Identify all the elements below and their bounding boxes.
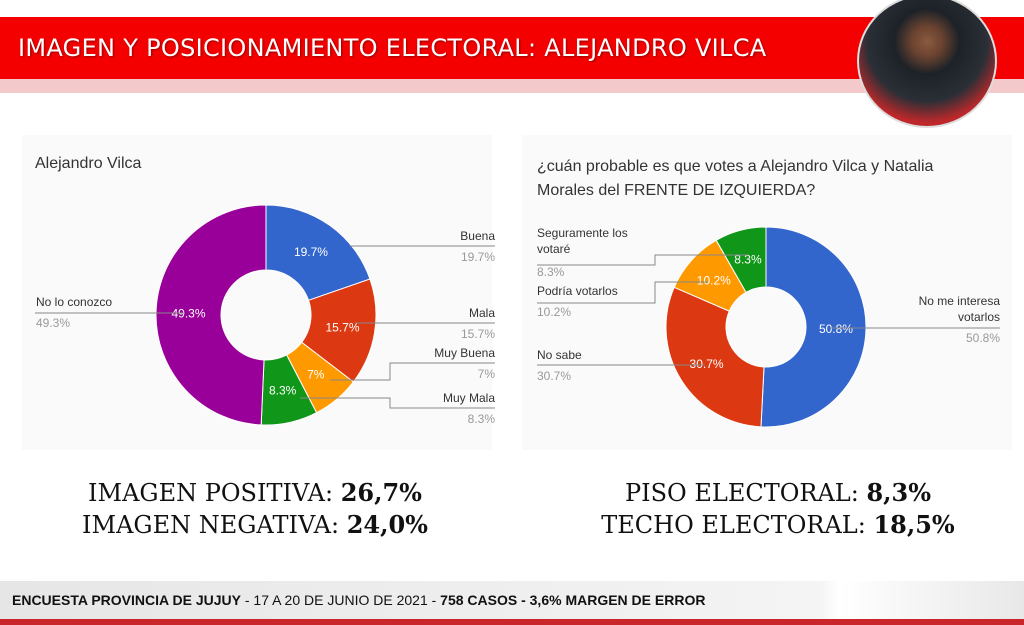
- page-title: IMAGEN Y POSICIONAMIENTO ELECTORAL: ALEJ…: [18, 34, 767, 62]
- header-underline: [0, 79, 1024, 93]
- footer: [0, 581, 1024, 619]
- legend-podria: Podría votarlos 10.2%: [537, 284, 618, 319]
- slice-label: 8.3%: [734, 252, 762, 266]
- legend-buena: Buena 19.7%: [460, 229, 495, 264]
- donut-right: 50.8% 30.7% 10.2%8.3%: [665, 226, 867, 428]
- footer-bar: [0, 619, 1024, 625]
- piso-electoral: PISO ELECTORAL: 8,3%: [624, 478, 932, 507]
- legend-muy-buena: Muy Buena 7%: [434, 346, 495, 381]
- slice-seguramente-los-votar-: [715, 226, 767, 293]
- slice-label: 7%: [307, 367, 325, 381]
- legend-mala: Mala 15.7%: [460, 306, 495, 341]
- slice-no-me-interesa-votarlos: [760, 226, 867, 428]
- slice-label: 15.7%: [325, 320, 359, 334]
- legend-no-me-interesa: No me interesa votarlos 50.8%: [918, 294, 1000, 345]
- donut-left: 19.7% 15.7% 7% 8.3% 49.3%: [155, 204, 377, 426]
- slice-label: 49.3%: [172, 306, 206, 320]
- slice-label: 19.7%: [294, 245, 328, 259]
- slice-label: 8.3%: [269, 384, 297, 398]
- slice-label: 30.7%: [690, 357, 724, 371]
- candidate-photo: [857, 0, 997, 128]
- legend-seguramente: Seguramente los votaré 8.3%: [537, 226, 628, 279]
- legend-muy-mala: Muy Mala 8.3%: [442, 391, 495, 426]
- slice-no-lo-conozco: [155, 204, 267, 426]
- legend-no-sabe: No sabe 30.7%: [537, 348, 582, 383]
- leader-lines: [35, 245, 1000, 409]
- slice-buena: [265, 204, 371, 301]
- chart-title-right: ¿cuán probable es que votes a Alejandro …: [537, 158, 934, 199]
- legend-no-lo-conozco: No lo conozco 49.3%: [36, 295, 113, 330]
- slice-label: 10.2%: [697, 273, 731, 287]
- techo-electoral: TECHO ELECTORAL: 18,5%: [601, 510, 955, 539]
- footer-text: ENCUESTA PROVINCIA DE JUJUY - 17 A 20 DE…: [12, 592, 706, 608]
- imagen-negativa: IMAGEN NEGATIVA: 24,0%: [82, 510, 428, 539]
- imagen-positiva: IMAGEN POSITIVA: 26,7%: [88, 478, 422, 507]
- header-banner: [0, 17, 1024, 79]
- chart-title-left: Alejandro Vilca: [35, 155, 142, 172]
- slice-label: 50.8%: [819, 322, 853, 336]
- slice-no-sabe: [665, 286, 765, 428]
